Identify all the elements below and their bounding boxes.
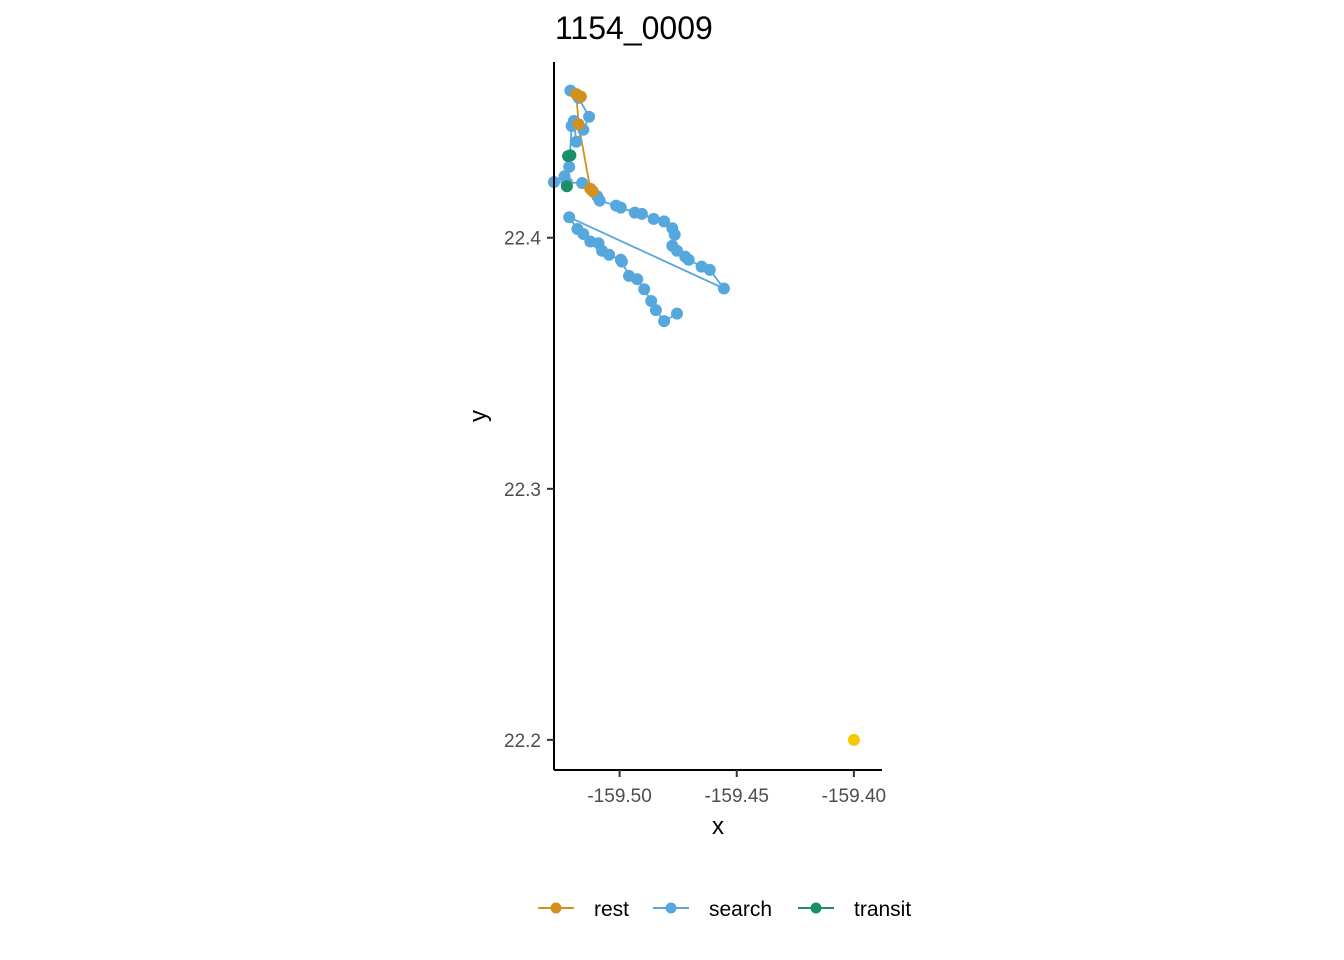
x-axis-title: x <box>712 813 724 840</box>
y-ticks: 22.2 22.3 22.4 <box>504 229 554 752</box>
axes <box>553 62 882 771</box>
point-search <box>614 201 627 214</box>
point-search <box>570 135 583 148</box>
x-tick-label: -159.40 <box>822 786 886 807</box>
point-search <box>577 228 590 240</box>
point-search <box>563 211 576 224</box>
legend-label: search <box>709 898 772 921</box>
point-rest <box>586 185 599 198</box>
y-tick-label: 22.2 <box>504 731 541 752</box>
x-tick-label: -159.45 <box>705 786 769 807</box>
legend-label: transit <box>854 898 911 921</box>
legend-item-search: search <box>653 898 772 921</box>
point-search <box>649 304 662 317</box>
point-search <box>615 255 628 268</box>
x-tick-label: -159.50 <box>587 786 651 807</box>
legend-item-transit: transit <box>798 898 911 921</box>
point-search <box>638 283 651 296</box>
point-search <box>645 295 658 307</box>
legend: rest search transit <box>538 898 911 921</box>
point-transit <box>562 150 575 163</box>
point-search <box>583 110 596 123</box>
plot-title: 1154_0009 <box>555 10 713 46</box>
point-search <box>631 273 644 286</box>
point-search <box>647 212 660 225</box>
point-rest <box>572 118 585 131</box>
legend-label: rest <box>594 898 629 921</box>
legend-key-dot <box>665 902 677 914</box>
point-marker <box>847 733 860 746</box>
point-search <box>603 248 616 261</box>
legend-item-rest: rest <box>538 898 629 921</box>
point-search <box>593 194 606 207</box>
x-ticks: -159.50 -159.45 -159.40 <box>587 770 886 807</box>
point-search <box>635 207 648 220</box>
y-tick-label: 22.3 <box>504 480 541 501</box>
point-search <box>671 307 683 320</box>
point-search <box>717 282 730 295</box>
point-rest <box>570 88 583 101</box>
point-search <box>682 253 695 266</box>
point-search <box>668 228 681 241</box>
point-search <box>658 315 671 328</box>
legend-key-dot <box>550 902 562 914</box>
point-search <box>563 160 576 173</box>
track-points <box>548 84 860 746</box>
legend-key-dot <box>810 902 822 914</box>
point-transit <box>560 180 573 193</box>
point-search <box>658 215 671 228</box>
y-axis-title: y <box>465 410 492 422</box>
point-search <box>703 263 716 276</box>
y-tick-label: 22.4 <box>504 229 541 250</box>
